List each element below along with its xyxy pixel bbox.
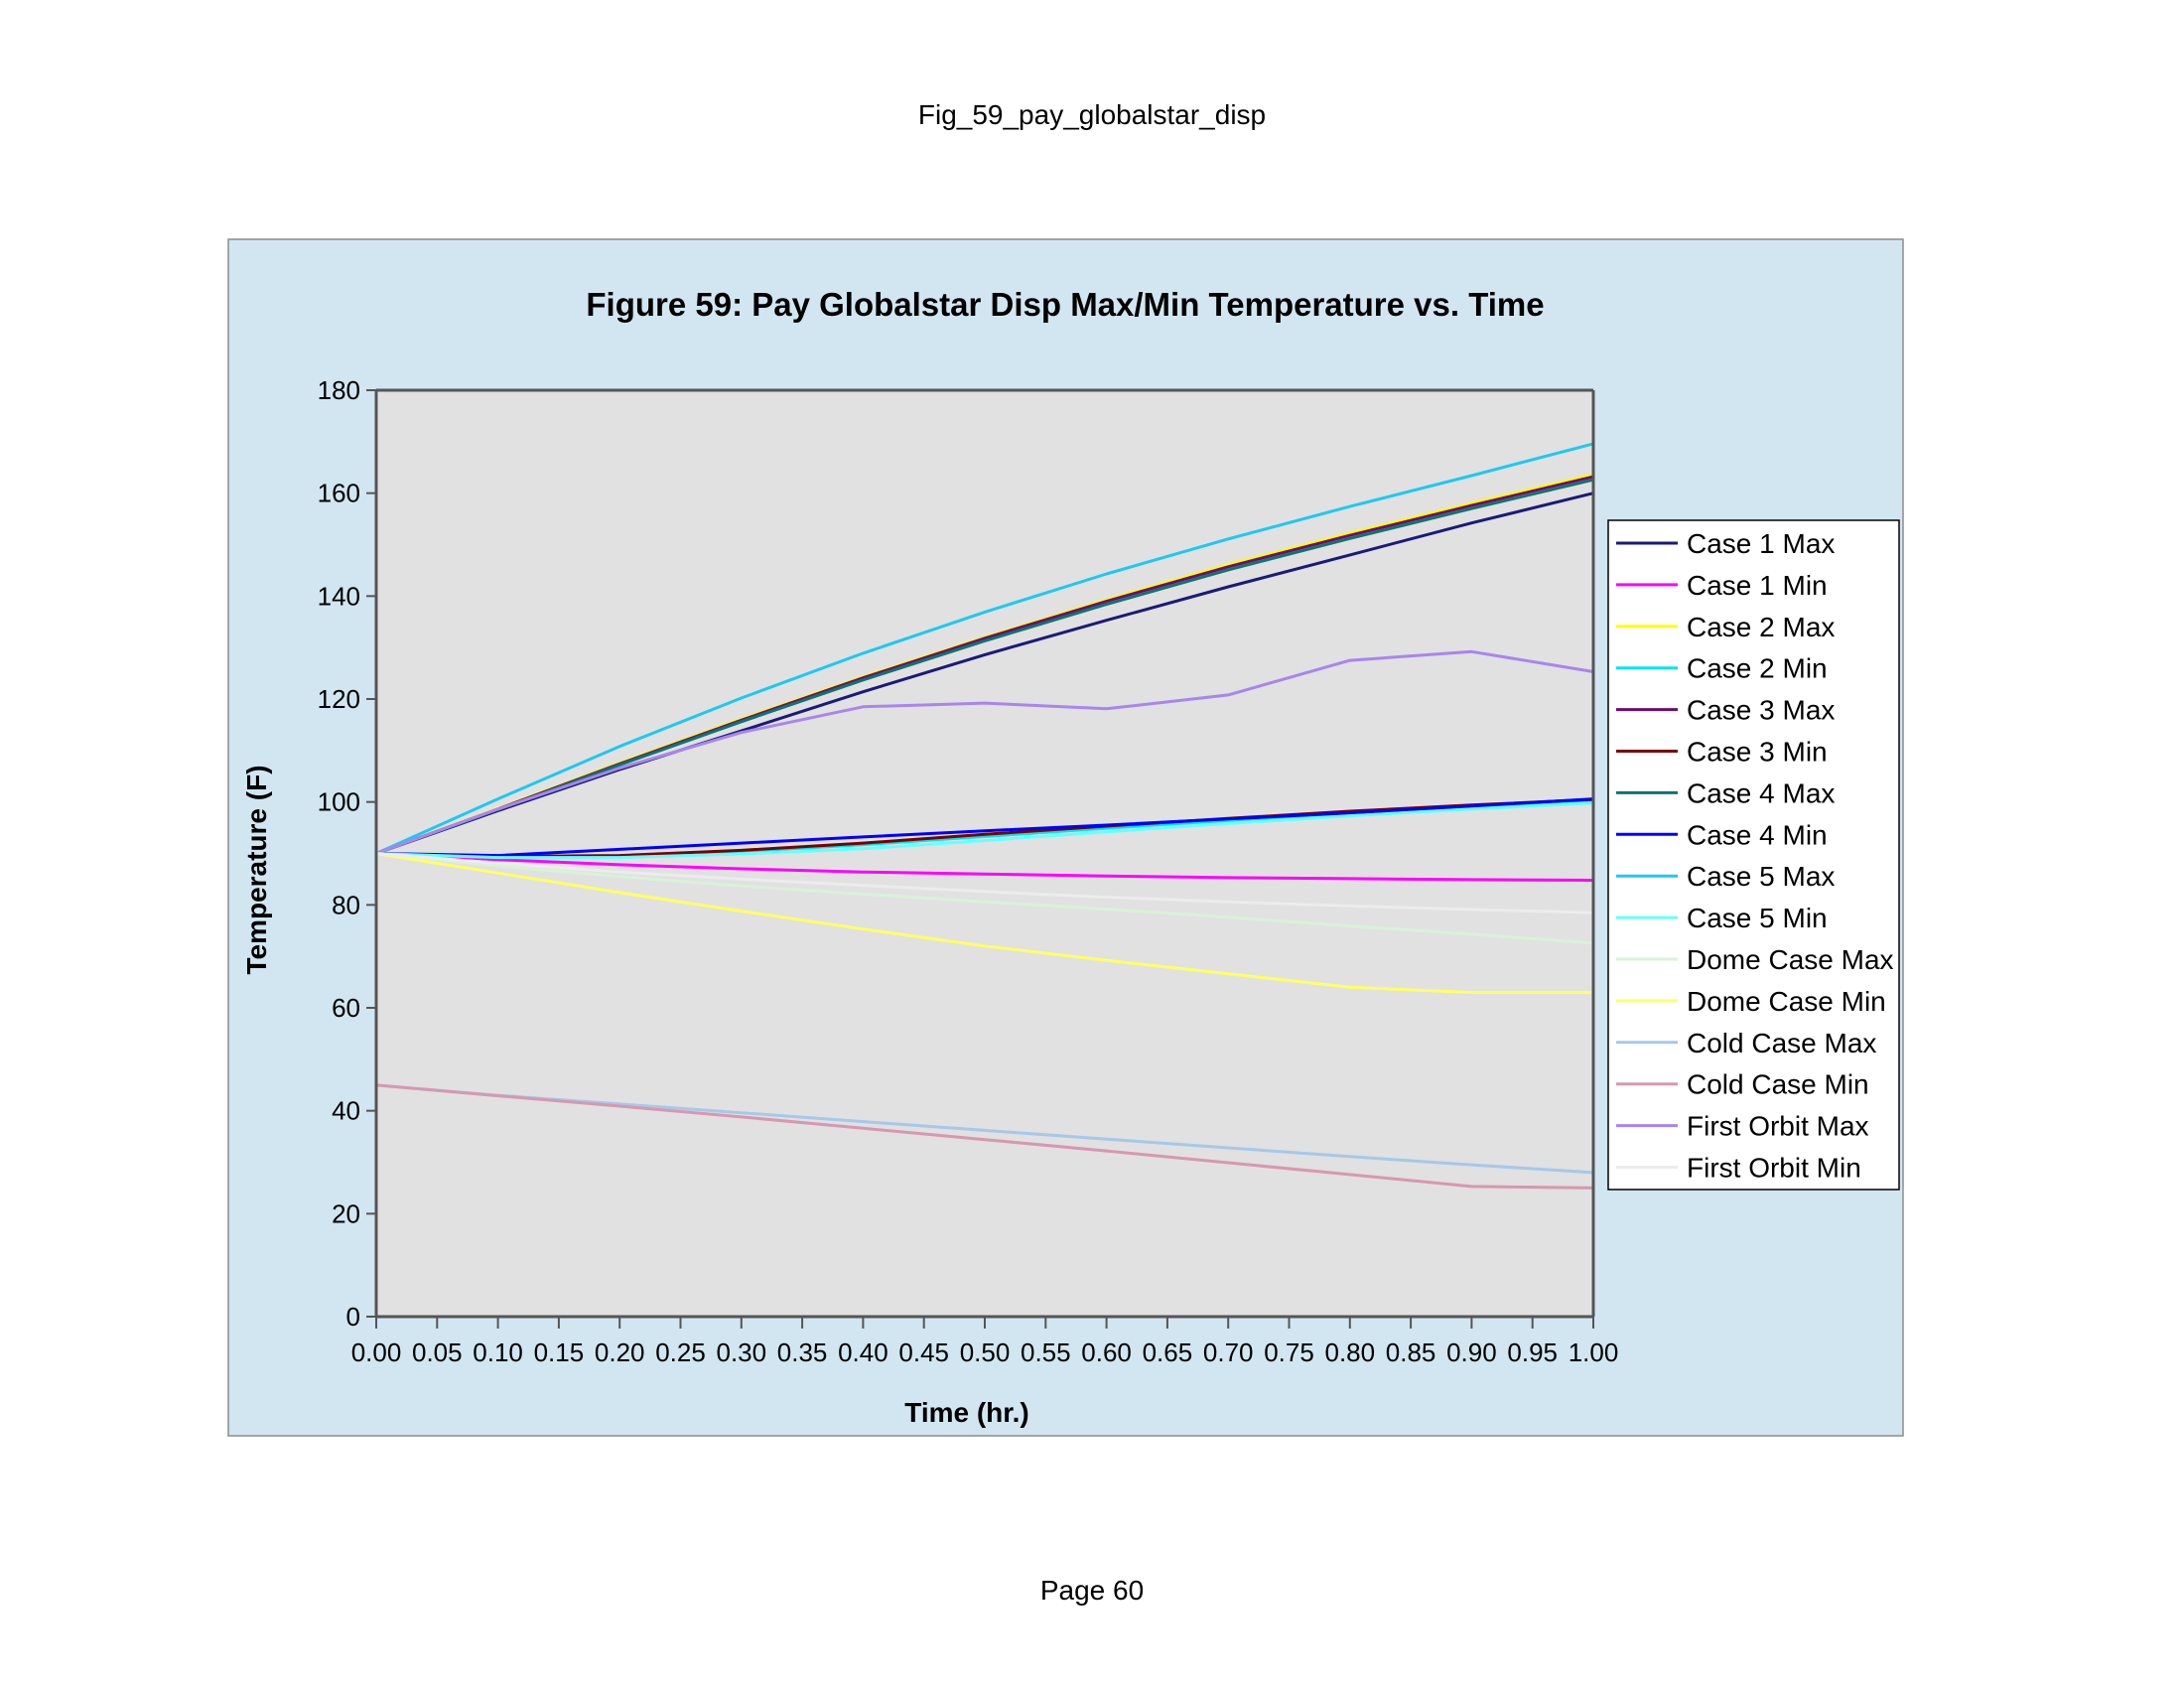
y-tick-label: 20 [332, 1198, 360, 1228]
legend: Case 1 Max Case 1 Min Case 2 Max Case 2 Min… [1607, 519, 1900, 1191]
legend-label: First Orbit Max [1687, 1111, 1869, 1142]
x-tick-label: 0.55 [1021, 1337, 1071, 1367]
legend-label: Case 1 Max [1687, 528, 1835, 559]
y-tick-label: 0 [346, 1302, 360, 1332]
legend-box [1607, 519, 1900, 1191]
series-line-13 [375, 1083, 1594, 1175]
x-tick-label: 0.65 [1143, 1337, 1193, 1367]
legend-label: Case 1 Min [1687, 570, 1828, 601]
x-tick-label: 0.70 [1203, 1337, 1254, 1367]
page-number: Page 60 [1039, 1575, 1145, 1606]
legend-label: Case 5 Min [1687, 903, 1828, 933]
series-line-16 [375, 852, 1594, 914]
legend-label: Case 2 Max [1687, 612, 1835, 642]
x-tick-label: 0.35 [777, 1337, 828, 1367]
legend-items: Case 1 Max Case 1 Min Case 2 Max Case 2 Min… [1616, 528, 1894, 1184]
legend-label: Cold Case Max [1687, 1028, 1876, 1058]
series-line-8 [375, 797, 1594, 858]
x-tick-label: 0.15 [534, 1337, 585, 1367]
y-tick-label: 180 [318, 375, 360, 405]
series-line-15 [375, 649, 1594, 855]
y-tick-label: 40 [332, 1096, 360, 1126]
chart-title: Figure 59: Pay Globalstar Disp Max/Min T… [586, 286, 1544, 323]
series-line-2 [375, 852, 1594, 882]
x-tick-label: 0.10 [473, 1337, 523, 1367]
legend-label: Case 4 Min [1687, 819, 1828, 850]
x-tick-label: 0.60 [1081, 1337, 1132, 1367]
legend-label: Cold Case Min [1687, 1069, 1869, 1100]
x-tick-label: 0.25 [655, 1337, 706, 1367]
x-tick-label: 0.00 [351, 1337, 402, 1367]
y-tick-label: 100 [318, 787, 360, 817]
y-tick-label: 60 [332, 993, 360, 1023]
legend-label: Case 5 Max [1687, 861, 1835, 892]
series-line-9 [375, 442, 1594, 855]
x-tick-label: 0.85 [1386, 1337, 1436, 1367]
legend-label: Case 4 Max [1687, 777, 1835, 808]
legend-label: Dome Case Min [1687, 986, 1886, 1017]
x-tick-label: 0.20 [595, 1337, 645, 1367]
legend-label: Case 3 Max [1687, 695, 1835, 726]
x-tick-label: 1.00 [1569, 1337, 1619, 1367]
x-tick-label: 0.40 [838, 1337, 888, 1367]
y-tick-label: 120 [318, 684, 360, 714]
document-header: Fig_59_pay_globalstar_disp [917, 99, 1267, 130]
y-tick-label: 140 [318, 581, 360, 611]
legend-label: First Orbit Min [1687, 1153, 1861, 1184]
series-line-14 [375, 1083, 1594, 1190]
y-tick-label: 160 [318, 479, 360, 508]
x-tick-label: 0.50 [960, 1337, 1011, 1367]
legend-label: Case 3 Min [1687, 737, 1828, 768]
x-tick-label: 0.90 [1446, 1337, 1497, 1367]
axes-layer: 0 20 40 60 80 100 120 140 160 180 0.00 0.05 0.10 0.15… [318, 375, 1619, 1367]
x-tick-label: 0.95 [1507, 1337, 1558, 1367]
series-line-7 [375, 478, 1594, 855]
series-line-12 [375, 852, 1593, 994]
x-tick-label: 0.30 [716, 1337, 766, 1367]
series-line-11 [375, 852, 1594, 945]
x-tick-label: 0.75 [1264, 1337, 1314, 1367]
x-axis-title: Time (hr.) [904, 1397, 1029, 1428]
y-axis-title: Temperature (F) [241, 765, 272, 974]
series-line-10 [375, 801, 1594, 860]
y-tick-label: 80 [332, 890, 360, 919]
legend-label: Dome Case Max [1687, 944, 1894, 975]
x-tick-label: 0.80 [1324, 1337, 1375, 1367]
series-layer [375, 442, 1594, 1190]
x-tick-label: 0.05 [412, 1337, 463, 1367]
x-tick-label: 0.45 [898, 1337, 949, 1367]
legend-label: Case 2 Min [1687, 653, 1828, 684]
